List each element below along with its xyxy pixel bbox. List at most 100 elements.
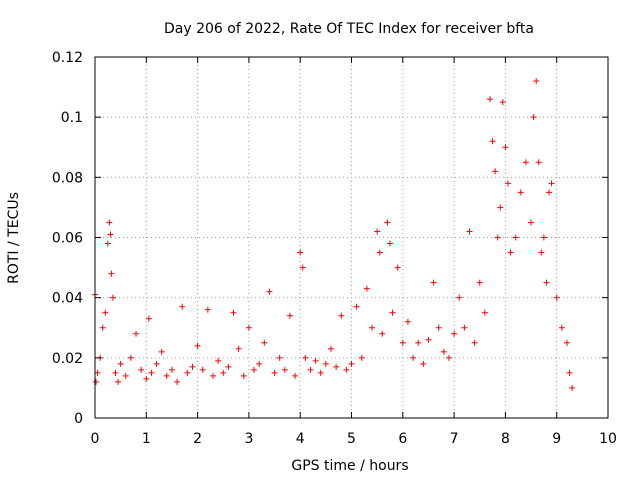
data-point: [99, 324, 106, 331]
data-point: [106, 219, 113, 226]
data-point: [94, 369, 101, 376]
data-point: [143, 375, 150, 382]
data-point: [502, 144, 509, 151]
data-point: [489, 138, 496, 145]
data-point: [215, 357, 222, 364]
x-tick-label: 9: [552, 431, 561, 447]
data-point: [543, 279, 550, 286]
y-tick-label: 0.02: [52, 351, 83, 367]
y-tick-label: 0.1: [61, 110, 83, 126]
data-point: [168, 366, 175, 373]
data-point: [158, 348, 165, 355]
data-point: [481, 309, 488, 316]
data-point: [353, 303, 360, 310]
data-point: [445, 354, 452, 361]
data-point: [569, 384, 576, 391]
data-point: [538, 249, 545, 256]
data-point: [189, 363, 196, 370]
data-point: [528, 219, 535, 226]
data-point: [553, 294, 560, 301]
data-point: [199, 366, 206, 373]
data-point: [404, 318, 411, 325]
data-point: [386, 240, 393, 247]
y-axis-label: ROTI / TECUs: [6, 192, 22, 284]
data-point: [558, 324, 565, 331]
x-axis-label: GPS time / hours: [291, 458, 408, 474]
data-point: [327, 345, 334, 352]
data-point: [456, 294, 463, 301]
data-points: [92, 78, 576, 391]
data-point: [343, 366, 350, 373]
data-point: [117, 360, 124, 367]
data-point: [389, 309, 396, 316]
data-point: [517, 189, 524, 196]
data-point: [374, 228, 381, 235]
data-point: [112, 369, 119, 376]
data-point: [133, 330, 140, 337]
x-tick-label: 5: [347, 431, 356, 447]
x-tick-label: 10: [599, 431, 617, 447]
data-point: [107, 231, 114, 238]
data-point: [266, 288, 273, 295]
x-tick-label: 4: [296, 431, 305, 447]
data-point: [307, 366, 314, 373]
data-point: [540, 234, 547, 241]
y-tick-label: 0.12: [52, 50, 83, 66]
data-point: [148, 369, 155, 376]
x-tick-label: 7: [450, 431, 459, 447]
data-point: [204, 306, 211, 313]
data-point: [286, 312, 293, 319]
data-point: [461, 324, 468, 331]
data-point: [451, 330, 458, 337]
data-point: [256, 360, 263, 367]
data-point: [369, 324, 376, 331]
data-point: [122, 372, 129, 379]
data-point: [209, 372, 216, 379]
x-tick-label: 2: [193, 431, 202, 447]
data-point: [497, 204, 504, 211]
data-point: [415, 339, 422, 346]
data-point: [108, 270, 115, 277]
data-point: [322, 360, 329, 367]
data-point: [271, 369, 278, 376]
data-point: [530, 114, 537, 121]
data-point: [358, 354, 365, 361]
data-point: [566, 369, 573, 376]
data-point: [563, 339, 570, 346]
data-point: [522, 159, 529, 166]
data-point: [163, 372, 170, 379]
data-point: [533, 78, 540, 85]
data-point: [299, 264, 306, 271]
data-point: [548, 180, 555, 187]
data-point: [245, 324, 252, 331]
data-point: [102, 309, 109, 316]
x-tick-label: 0: [91, 431, 100, 447]
data-point: [179, 303, 186, 310]
data-point: [240, 372, 247, 379]
data-point: [379, 330, 386, 337]
x-tick-label: 3: [244, 431, 253, 447]
data-point: [507, 249, 514, 256]
data-point: [194, 342, 201, 349]
y-tick-label: 0: [74, 411, 83, 427]
data-point: [394, 264, 401, 271]
data-point: [430, 279, 437, 286]
data-point: [512, 234, 519, 241]
data-point: [420, 360, 427, 367]
x-axis-ticks: 0 1 2 3 4 5 6 7 8 9 10: [91, 57, 617, 447]
data-point: [487, 96, 494, 103]
data-point: [251, 366, 258, 373]
y-tick-label: 0.08: [52, 170, 83, 186]
data-point: [499, 99, 506, 106]
data-point: [145, 315, 152, 322]
data-point: [109, 294, 116, 301]
data-point: [504, 180, 511, 187]
data-point: [297, 249, 304, 256]
data-point: [384, 219, 391, 226]
data-point: [471, 339, 478, 346]
data-point: [333, 363, 340, 370]
data-point: [466, 228, 473, 235]
data-point: [93, 378, 100, 385]
data-point: [220, 369, 227, 376]
